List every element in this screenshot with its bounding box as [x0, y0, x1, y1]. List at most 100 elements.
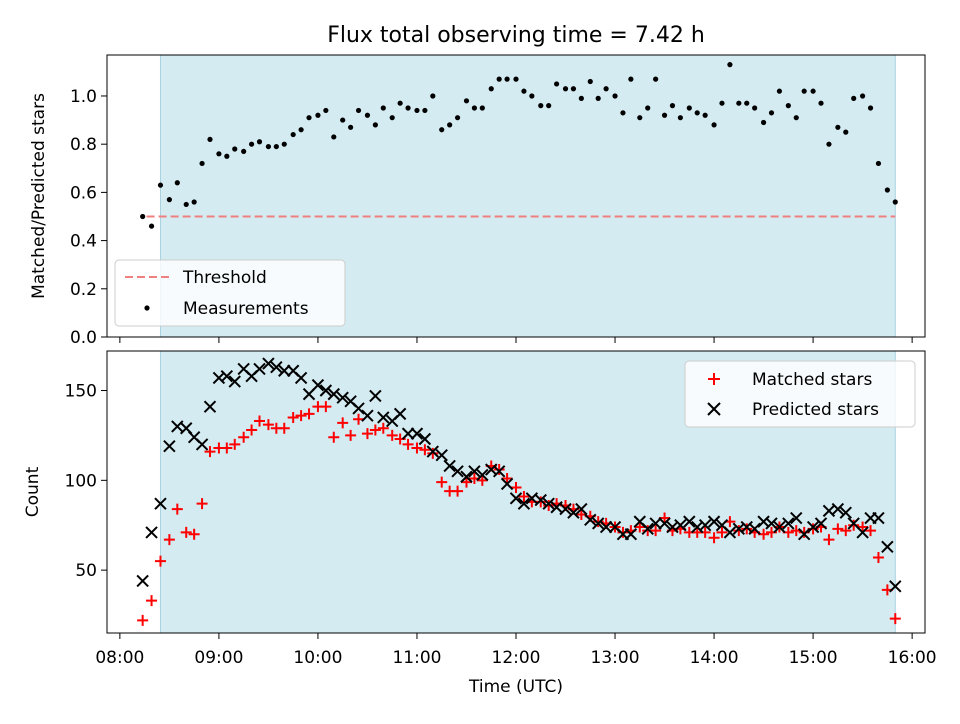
predicted-stars-point	[476, 468, 489, 482]
measurements-point	[298, 127, 304, 133]
predicted-stars-point	[163, 439, 176, 453]
matched-stars-point	[518, 490, 530, 502]
matched-stars-point	[262, 419, 274, 431]
measurements-point	[595, 95, 601, 101]
predicted-stars-point	[542, 497, 555, 510]
predicted-stars-point	[270, 360, 283, 374]
measurements-point	[661, 112, 668, 118]
predicted-stars-point	[814, 517, 828, 530]
predicted-stars-point	[327, 387, 340, 401]
top-legend: Threshold Measurements	[114, 259, 346, 327]
measurements-point	[364, 112, 371, 118]
measurements-point	[776, 88, 783, 94]
matched-stars-point	[246, 424, 258, 436]
measurements-point	[166, 197, 172, 203]
measurements-point	[867, 105, 874, 111]
measurements-point	[281, 141, 287, 147]
predicted-stars-point	[683, 515, 696, 528]
measurements-point	[587, 78, 593, 85]
matched-stars-point	[146, 595, 158, 607]
measurements-point	[323, 107, 329, 114]
measurements-point	[719, 100, 725, 106]
measurements-point	[785, 103, 791, 109]
predicted-stars-point	[773, 520, 786, 534]
matched-stars-point	[741, 523, 753, 535]
predicted-stars-point	[278, 364, 291, 377]
measurements-point	[439, 127, 445, 133]
measurements-point	[570, 86, 577, 92]
matched-stars-point	[402, 438, 414, 450]
matched-stars-point	[154, 555, 166, 567]
measurements-point	[702, 112, 708, 118]
measurements-point	[677, 115, 683, 121]
measurements-point	[422, 107, 428, 114]
predicted-stars-point	[765, 517, 778, 530]
predicted-stars-point	[723, 526, 737, 539]
measurements-point	[207, 136, 213, 142]
predicted-stars-point	[195, 438, 209, 451]
measurements-point	[199, 160, 205, 167]
measurements-point	[290, 131, 296, 138]
predicted-stars-point	[806, 520, 820, 534]
matched-stars-point	[872, 552, 884, 564]
x-axis-label: Time (UTC)	[468, 677, 563, 697]
measurements-point	[727, 62, 733, 68]
measurements-point	[256, 139, 263, 145]
measurements-point	[463, 98, 470, 104]
predicted-stars-point	[377, 411, 390, 424]
measurements-point	[355, 107, 362, 114]
predicted-stars-point	[418, 432, 432, 446]
measurements-point	[232, 146, 238, 152]
predicted-stars-point	[567, 506, 580, 519]
matched-stars-point	[857, 521, 869, 533]
measurements-point	[711, 122, 717, 128]
measurements-point	[414, 107, 420, 114]
predicted-stars-point	[361, 409, 374, 422]
x-tick-label: 16:00	[888, 648, 937, 668]
measurements-point	[397, 100, 403, 106]
matched-stars-point	[163, 534, 175, 546]
matched-stars-point	[634, 521, 646, 533]
matched-stars-point	[535, 496, 547, 508]
x-tick-label: 12:00	[492, 648, 541, 668]
matched-stars-point	[865, 525, 877, 537]
predicted-stars-point	[591, 517, 605, 530]
predicted-stars-point	[649, 517, 662, 530]
measurements-point	[447, 122, 453, 128]
matched-stars-point	[303, 408, 315, 420]
measurements-point	[340, 117, 346, 123]
predicted-stars-point	[534, 493, 547, 507]
predicted-stars-point	[559, 502, 572, 516]
measurements-point	[669, 103, 676, 109]
matched-stars-point	[452, 485, 464, 497]
measurements-point	[843, 129, 849, 135]
predicted-stars-point	[492, 465, 506, 478]
measurements-point	[860, 93, 866, 99]
measurements-point	[760, 119, 767, 126]
predicted-stars-point	[336, 391, 349, 404]
matched-stars-point	[708, 532, 720, 544]
y-tick-label: 0.4	[70, 232, 97, 252]
matched-stars-point	[436, 476, 448, 488]
matched-stars-point	[137, 614, 149, 626]
measurements-point	[405, 105, 411, 111]
measurements-point	[183, 201, 189, 208]
x-tick-label: 11:00	[392, 648, 441, 668]
legend-predicted-swatch	[707, 402, 721, 416]
predicted-stars-point	[136, 574, 149, 588]
measurements-point	[628, 76, 634, 82]
predicted-stars-point	[253, 362, 266, 376]
measurements-point	[686, 105, 692, 111]
predicted-stars-point	[674, 519, 687, 532]
y-tick-label: 100	[65, 471, 97, 491]
matched-stars-point	[460, 476, 472, 488]
measurements-point	[488, 86, 494, 92]
y-tick-label: 0.2	[70, 280, 97, 300]
measurements-point	[851, 95, 857, 101]
measurements-point	[265, 143, 272, 150]
measurements-point	[529, 93, 535, 99]
measurements-point	[637, 115, 643, 121]
predicted-stars-point	[575, 502, 588, 516]
matched-stars-point	[501, 473, 513, 485]
measurements-point	[538, 103, 544, 109]
